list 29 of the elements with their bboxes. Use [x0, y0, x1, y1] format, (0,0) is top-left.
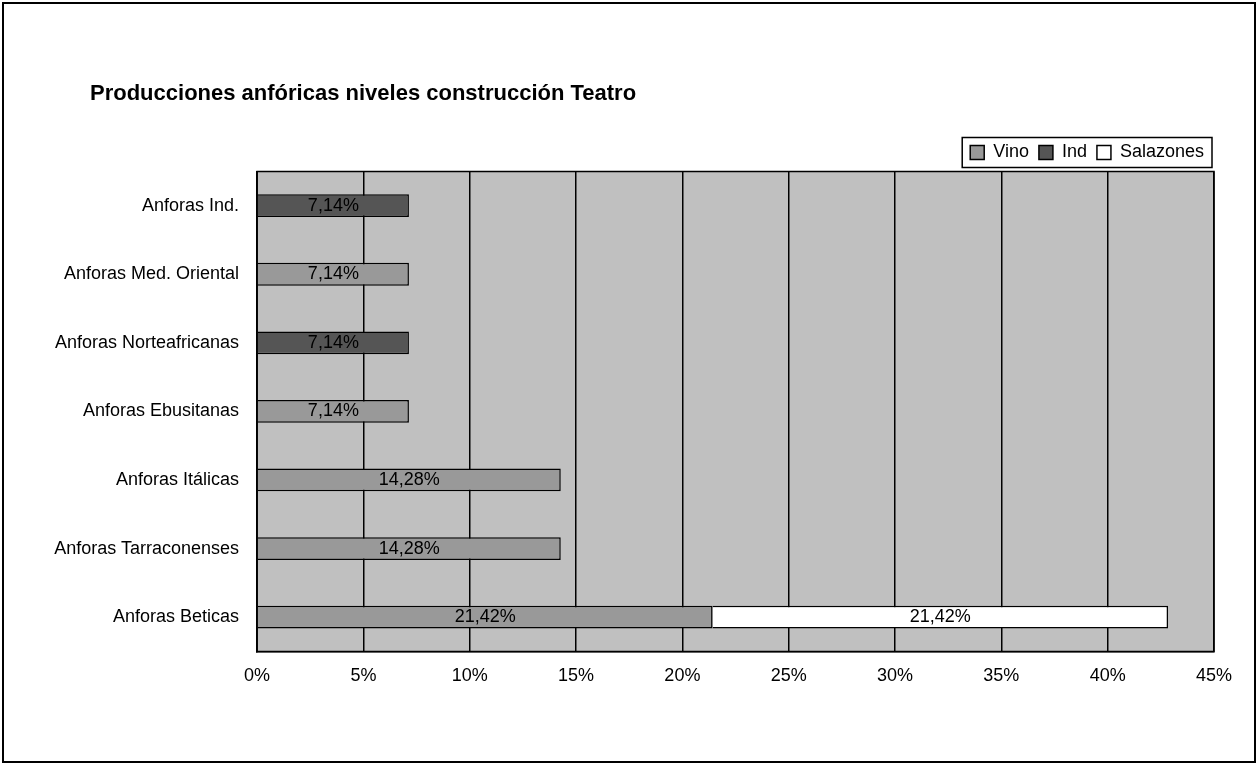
legend-label: Ind [1061, 141, 1087, 162]
x-tick-label: 35% [983, 665, 1020, 686]
data-label: 7,14% [307, 400, 359, 421]
x-tick-label: 40% [1089, 665, 1126, 686]
y-tick-label: Anforas Tarraconenses [54, 537, 240, 558]
y-tick-label: Anforas Ebusitanas [83, 400, 240, 421]
legend-label: Vino [993, 141, 1029, 162]
x-tick-label: 15% [558, 665, 595, 686]
chart-title: Producciones anfóricas niveles construcción Teatro [90, 80, 637, 106]
y-tick-label: Anforas Itálicas [116, 468, 240, 489]
x-tick-label: 45% [1195, 665, 1233, 686]
y-tick-label: Anforas Ind. [142, 194, 240, 215]
data-label: 7,14% [307, 194, 359, 215]
data-label: 14,28% [378, 537, 440, 558]
x-tick-label: 30% [877, 665, 914, 686]
x-tick-label: 20% [664, 665, 701, 686]
data-label: 7,14% [307, 263, 359, 284]
y-tick-label: Anforas Med. Oriental [64, 263, 240, 284]
y-tick-label: Anforas Norteafricanas [55, 331, 240, 352]
x-tick-label: 5% [350, 665, 377, 686]
data-label: 21,42% [909, 606, 971, 627]
data-label: 14,28% [378, 468, 440, 489]
x-tick-label: 10% [451, 665, 488, 686]
y-tick-label: Anforas Beticas [113, 606, 240, 627]
x-tick-label: 0% [244, 665, 271, 686]
data-label: 21,42% [454, 606, 516, 627]
data-label: 7,14% [307, 331, 359, 352]
legend-label: Salazones [1119, 141, 1204, 162]
x-tick-label: 25% [770, 665, 807, 686]
